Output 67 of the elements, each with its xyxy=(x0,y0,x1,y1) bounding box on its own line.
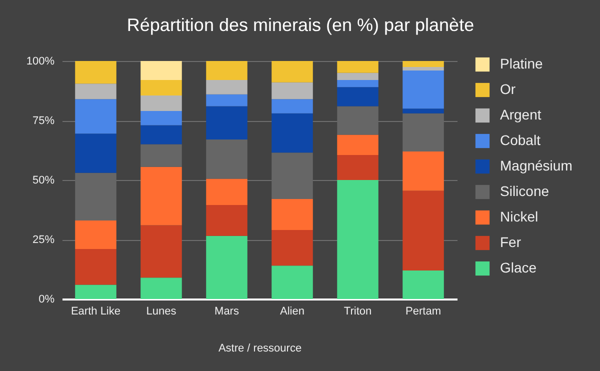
legend-label: Glace xyxy=(500,260,537,276)
x-tick-label: Mars xyxy=(214,306,240,318)
y-tick-label: 50% xyxy=(32,174,55,186)
bar xyxy=(272,61,313,82)
legend-label: Silicone xyxy=(500,183,550,199)
bar xyxy=(402,66,444,71)
bar xyxy=(206,106,248,140)
y-tick-label: 100% xyxy=(26,56,55,68)
bar xyxy=(337,155,378,180)
bar xyxy=(75,220,116,250)
bar xyxy=(402,61,444,67)
bar xyxy=(272,199,313,230)
bar xyxy=(272,82,313,100)
bar xyxy=(272,99,313,114)
bar xyxy=(140,125,182,144)
legend-label: Platine xyxy=(500,56,544,72)
bar xyxy=(206,80,248,94)
legend-label: Magnésium xyxy=(500,158,572,174)
y-tick-label: 75% xyxy=(32,115,55,127)
bar xyxy=(140,225,182,278)
bar xyxy=(140,96,182,111)
x-tick-label: Lunes xyxy=(146,306,177,318)
legend-label: Or xyxy=(500,81,516,97)
bar xyxy=(337,61,378,73)
bar xyxy=(75,249,116,285)
bar xyxy=(337,80,378,88)
legend-label: Argent xyxy=(500,106,542,122)
x-tick-label: Alien xyxy=(280,306,304,318)
bar xyxy=(75,134,116,173)
bar xyxy=(206,204,248,236)
y-tick-label: 0% xyxy=(38,294,55,306)
bar xyxy=(337,87,378,106)
bar xyxy=(140,278,182,299)
legend-label: Nickel xyxy=(500,208,538,224)
x-tick-label: Pertam xyxy=(406,306,441,318)
bar xyxy=(206,236,248,299)
bar xyxy=(337,134,378,156)
legend-label: Fer xyxy=(500,234,522,250)
y-tick-label: 25% xyxy=(32,234,55,246)
bar xyxy=(75,61,116,84)
bar xyxy=(272,113,313,153)
bar xyxy=(206,178,248,205)
bar xyxy=(402,151,444,191)
bar xyxy=(140,144,182,167)
chart-title: Répartition des minerais (en %) par planète xyxy=(126,15,474,35)
x-axis-title: Astre / ressource xyxy=(218,342,302,354)
bar xyxy=(402,70,444,109)
bar xyxy=(140,80,182,96)
bar xyxy=(206,61,248,80)
bar xyxy=(402,190,444,270)
bar xyxy=(402,108,444,114)
bar xyxy=(75,84,116,100)
bar xyxy=(272,266,313,299)
x-tick-label: Earth Like xyxy=(70,306,120,318)
bar xyxy=(337,180,378,299)
bar xyxy=(140,110,182,126)
bar xyxy=(272,230,313,266)
bar xyxy=(402,270,444,299)
bar xyxy=(75,99,116,134)
bar xyxy=(206,140,248,179)
bar xyxy=(140,166,182,226)
x-tick-label: Triton xyxy=(344,306,372,318)
bar xyxy=(75,284,116,299)
legend-label: Cobalt xyxy=(500,132,541,148)
bar xyxy=(140,61,182,80)
bar xyxy=(206,94,248,106)
bar xyxy=(337,72,378,80)
